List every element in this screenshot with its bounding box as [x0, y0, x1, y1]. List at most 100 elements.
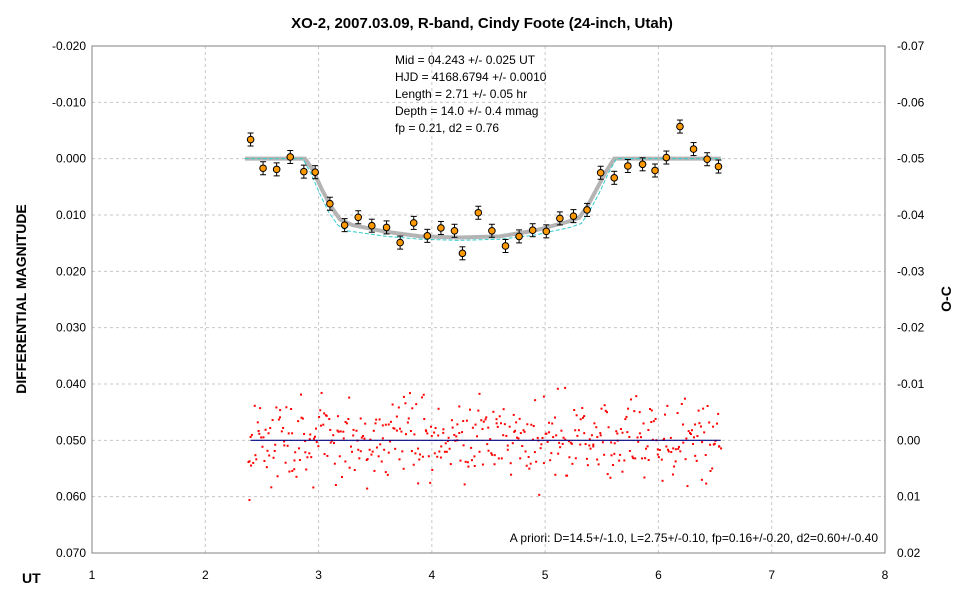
model-curves — [244, 156, 721, 241]
residual-point — [717, 412, 720, 415]
residual-point — [514, 429, 517, 432]
residual-point — [570, 442, 573, 445]
binned-point — [638, 157, 647, 172]
residual-point — [462, 444, 465, 447]
x-axis-label: UT — [22, 570, 41, 586]
residual-point — [581, 416, 584, 419]
y-tick-label: 0.050 — [56, 433, 86, 447]
residual-point — [387, 423, 390, 426]
residual-point — [581, 407, 584, 410]
residual-point — [471, 426, 474, 429]
residual-point — [553, 416, 556, 419]
residual-point — [308, 438, 311, 441]
residual-point — [391, 403, 394, 406]
binned-point — [382, 220, 391, 235]
residual-point — [468, 408, 471, 411]
residual-point — [695, 459, 698, 462]
residual-point — [613, 452, 616, 455]
residual-point — [579, 443, 582, 446]
residual-point — [332, 434, 335, 437]
residual-point — [522, 429, 525, 432]
residual-point — [250, 433, 253, 436]
residual-point — [478, 450, 481, 453]
residual-point — [574, 429, 577, 432]
residual-point — [267, 432, 270, 435]
residual-point — [613, 442, 616, 445]
residual-point — [408, 392, 411, 395]
residual-point — [260, 436, 263, 439]
residual-point — [320, 391, 323, 394]
residual-point — [641, 457, 644, 460]
residual-point — [466, 461, 469, 464]
residual-point — [592, 445, 595, 448]
residual-point — [657, 456, 660, 459]
residual-point — [621, 431, 624, 434]
x-tick-label: 5 — [542, 568, 549, 582]
binned-point — [714, 159, 723, 174]
residual-point — [596, 458, 599, 461]
residual-point — [323, 453, 326, 456]
residual-point — [525, 464, 528, 467]
residual-point — [305, 468, 308, 471]
y2-tick-label: 0.01 — [897, 490, 921, 504]
residual-point — [258, 432, 261, 435]
residual-point — [489, 438, 492, 441]
residual-point — [699, 425, 702, 428]
binned-point — [272, 162, 281, 177]
x-tick-label: 2 — [202, 568, 209, 582]
residual-point — [669, 436, 672, 439]
residual-point — [368, 448, 371, 451]
residual-point — [344, 460, 347, 463]
residual-point — [491, 453, 494, 456]
residual-point — [647, 459, 650, 462]
residual-point — [387, 451, 390, 454]
residual-point — [656, 448, 659, 451]
residual-point — [649, 408, 652, 411]
residual-point — [513, 430, 516, 433]
binned-point — [596, 165, 605, 180]
residual-point — [495, 422, 498, 425]
residual-point — [300, 393, 303, 396]
residual-point — [372, 429, 375, 432]
binned-point — [458, 246, 467, 261]
binned-point — [501, 238, 510, 253]
residual-point — [423, 418, 426, 421]
residual-point — [510, 473, 513, 476]
y-tick-label: 0.030 — [56, 321, 86, 335]
residual-point — [576, 434, 579, 437]
residual-point — [599, 434, 602, 437]
residual-point — [634, 457, 637, 460]
residual-point — [366, 458, 369, 461]
residual-point — [298, 459, 301, 462]
residual-point — [663, 413, 666, 416]
binned-point — [703, 152, 711, 167]
residual-point — [590, 434, 593, 437]
residual-point — [493, 463, 496, 466]
residual-point — [548, 421, 551, 424]
residual-point — [656, 453, 659, 456]
residual-point — [561, 442, 564, 445]
residual-point — [630, 398, 633, 401]
x-tick-label: 8 — [882, 568, 889, 582]
fit-depth: Depth = 14.0 +/- 0.4 mmag — [395, 104, 538, 118]
residual-point — [670, 450, 673, 453]
x-tick-label: 6 — [655, 568, 662, 582]
residual-point — [394, 447, 397, 450]
residual-point — [575, 414, 578, 417]
binned-point — [311, 165, 319, 180]
residual-point — [378, 418, 381, 421]
residual-point — [277, 418, 280, 421]
binned-point — [396, 235, 404, 250]
residual-point — [309, 433, 312, 436]
residual-point — [540, 443, 543, 446]
residual-point — [626, 431, 629, 434]
residual-point — [682, 441, 685, 444]
binned-point — [515, 229, 523, 244]
binned-point — [676, 119, 684, 134]
residual-point — [528, 467, 531, 470]
residual-point — [467, 465, 470, 468]
residual-point — [703, 431, 706, 434]
residual-point — [564, 386, 567, 389]
residual-point — [310, 456, 313, 459]
residual-point — [348, 396, 351, 399]
